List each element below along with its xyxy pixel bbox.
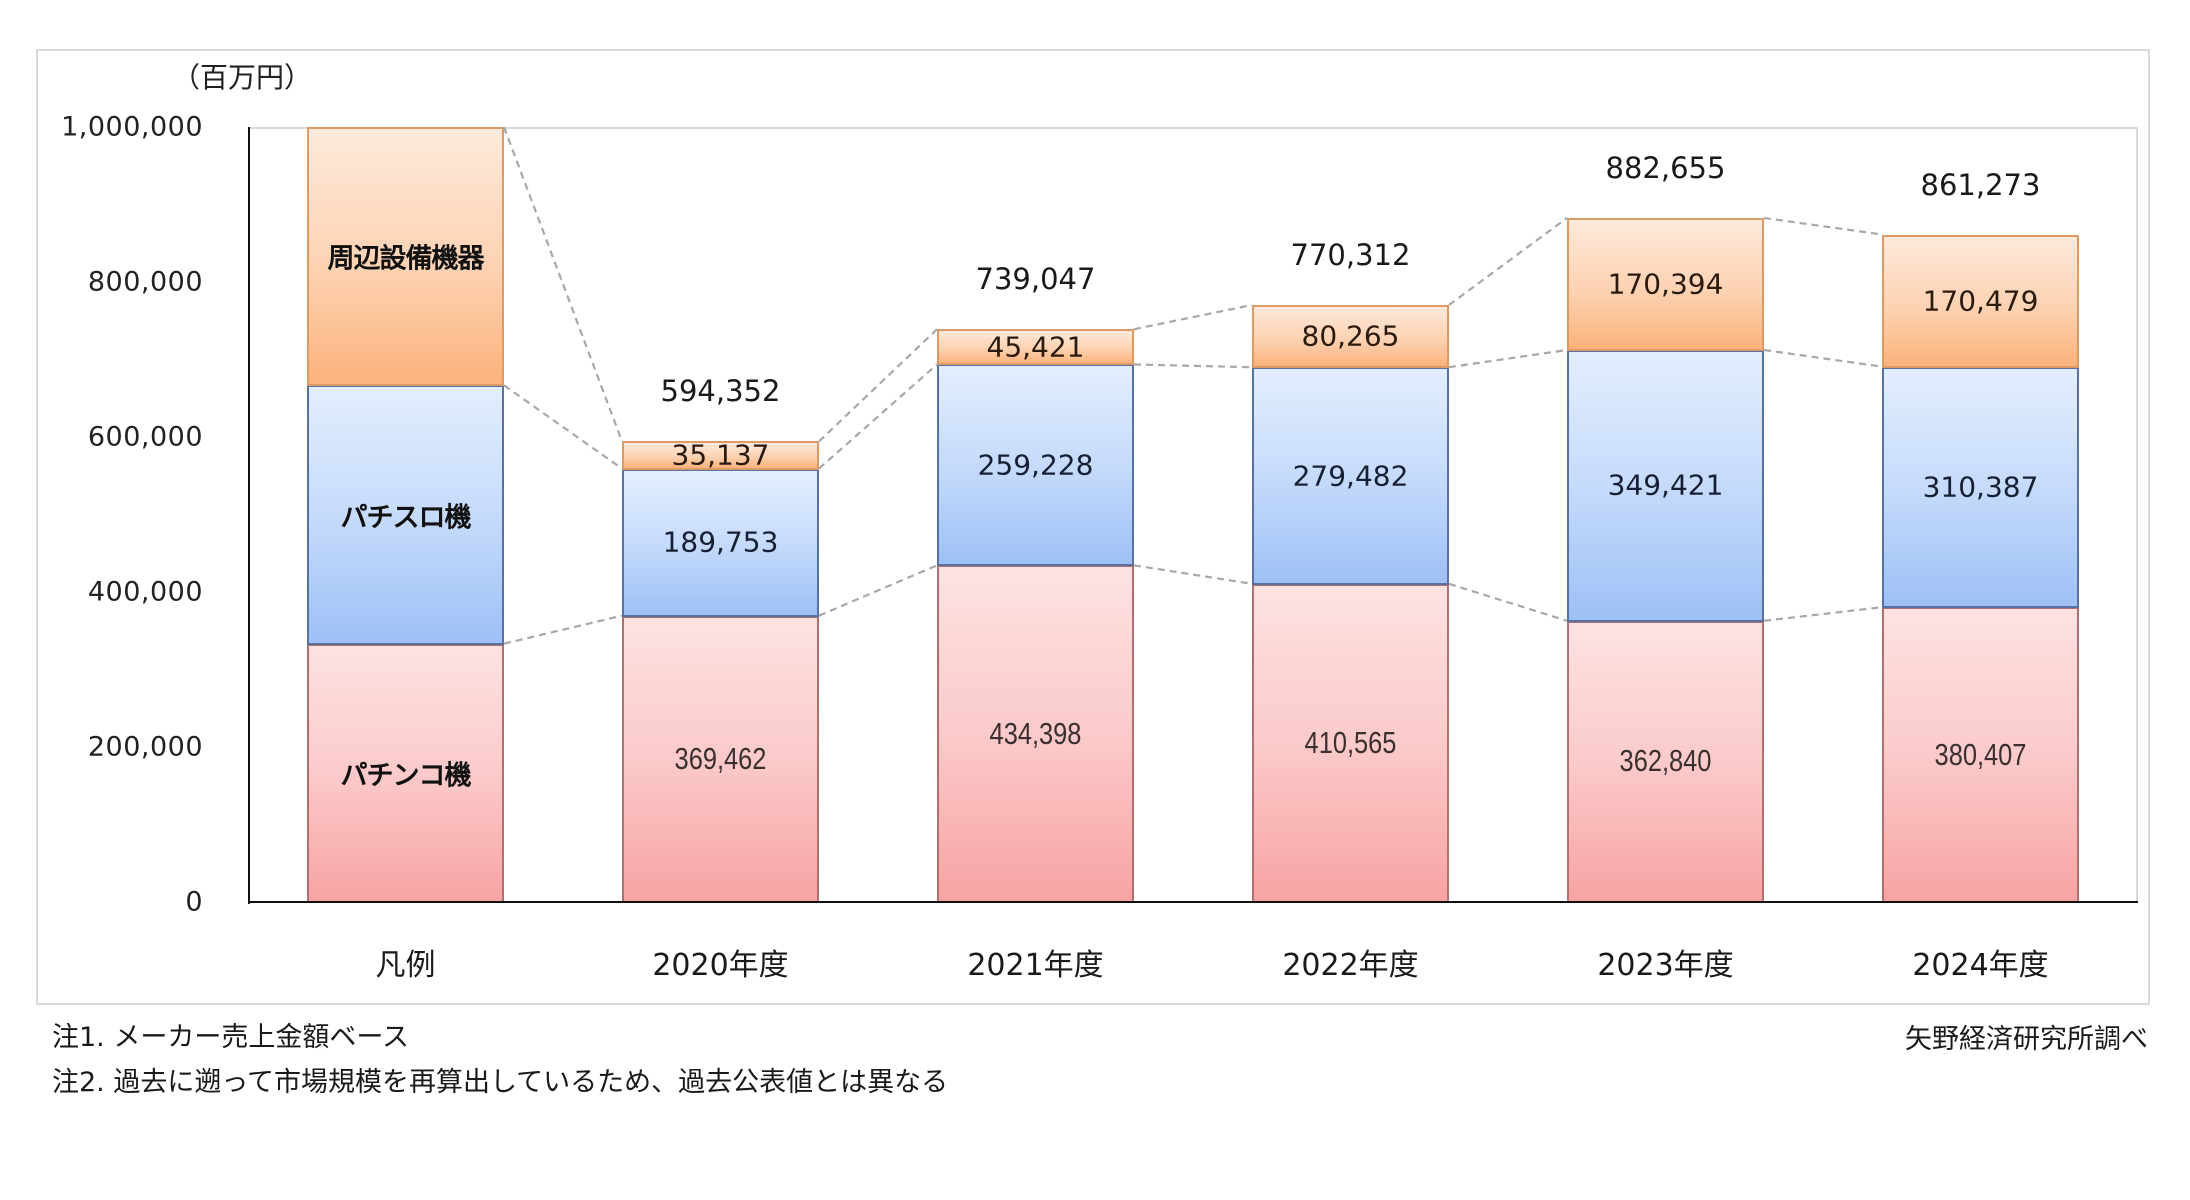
x-category-label: 2024年度	[1912, 948, 2049, 983]
y-tick-label: 200,000	[87, 731, 203, 763]
bar-segment-orange	[1882, 234, 2079, 368]
segment-value-label: 170,479	[1922, 284, 2039, 318]
x-axis-line	[248, 901, 2138, 903]
bar-segment-blue	[622, 468, 819, 617]
segment-value-label: 80,265	[1301, 319, 1400, 353]
bar-segment-orange	[937, 329, 1134, 366]
segment-value-label: 434,398	[989, 715, 1082, 751]
legend-swatch-blue	[307, 385, 504, 645]
legend-swatch-pink	[307, 643, 504, 903]
segment-value-label: 362,840	[1619, 743, 1712, 779]
segment-value-label: 259,228	[977, 448, 1094, 482]
segment-value-label: 349,421	[1607, 468, 1724, 502]
legend-label: パチンコ機	[340, 760, 472, 792]
y-axis-unit-label: （百万円）	[172, 61, 313, 94]
segment-value-label: 410,565	[1304, 724, 1397, 760]
bar-segment-orange	[1252, 305, 1449, 369]
legend-swatch-orange	[307, 127, 504, 387]
bar-segment-orange	[1567, 217, 1764, 351]
x-category-label: 2020年度	[652, 948, 789, 983]
source-credit: 矢野経済研究所調べ	[1905, 1024, 2148, 1055]
bar-segment-blue	[1882, 366, 2079, 609]
bar-segment-pink	[1252, 583, 1449, 903]
note-2: 注2. 過去に遡って市場規模を再算出しているため、過去公表値とは異なる	[52, 1067, 949, 1098]
bar-segment-blue	[937, 364, 1134, 567]
total-value-label: 594,352	[660, 374, 781, 409]
bar-segment-blue	[1252, 367, 1449, 585]
plot-area	[249, 127, 2138, 902]
segment-value-label: 380,407	[1934, 736, 2027, 772]
bar-segment-pink	[937, 565, 1134, 903]
bar-segment-pink	[622, 615, 819, 903]
y-tick-label: 0	[185, 886, 203, 918]
segment-value-label: 170,394	[1607, 267, 1724, 301]
y-tick-label: 600,000	[87, 421, 203, 453]
legend-label: パチスロ機	[340, 502, 472, 533]
x-category-label: 2023年度	[1597, 948, 1734, 983]
segment-value-label: 189,753	[662, 525, 779, 559]
x-category-label: 2022年度	[1282, 948, 1419, 983]
y-tick-label: 400,000	[87, 576, 203, 608]
segment-value-label: 310,387	[1922, 470, 2039, 504]
total-value-label: 739,047	[975, 262, 1096, 297]
total-value-label: 861,273	[1920, 167, 2041, 202]
segment-value-label: 369,462	[674, 740, 767, 776]
x-category-label: 2021年度	[967, 948, 1104, 983]
segment-value-label: 35,137	[671, 438, 770, 472]
legend-label: 周辺設備機器	[327, 243, 485, 275]
bar-segment-pink	[1882, 607, 2079, 903]
note-1: 注1. メーカー売上金額ベース	[52, 1022, 409, 1053]
segment-value-label: 45,421	[986, 330, 1085, 364]
segment-value-label: 279,482	[1292, 459, 1409, 492]
total-value-label: 770,312	[1290, 238, 1411, 272]
total-value-label: 882,655	[1605, 150, 1726, 185]
bar-segment-orange	[622, 441, 819, 470]
y-tick-label: 1,000,000	[61, 111, 203, 143]
y-axis-line	[248, 127, 250, 904]
x-category-label: 凡例	[375, 948, 436, 983]
y-tick-label: 800,000	[87, 266, 203, 298]
